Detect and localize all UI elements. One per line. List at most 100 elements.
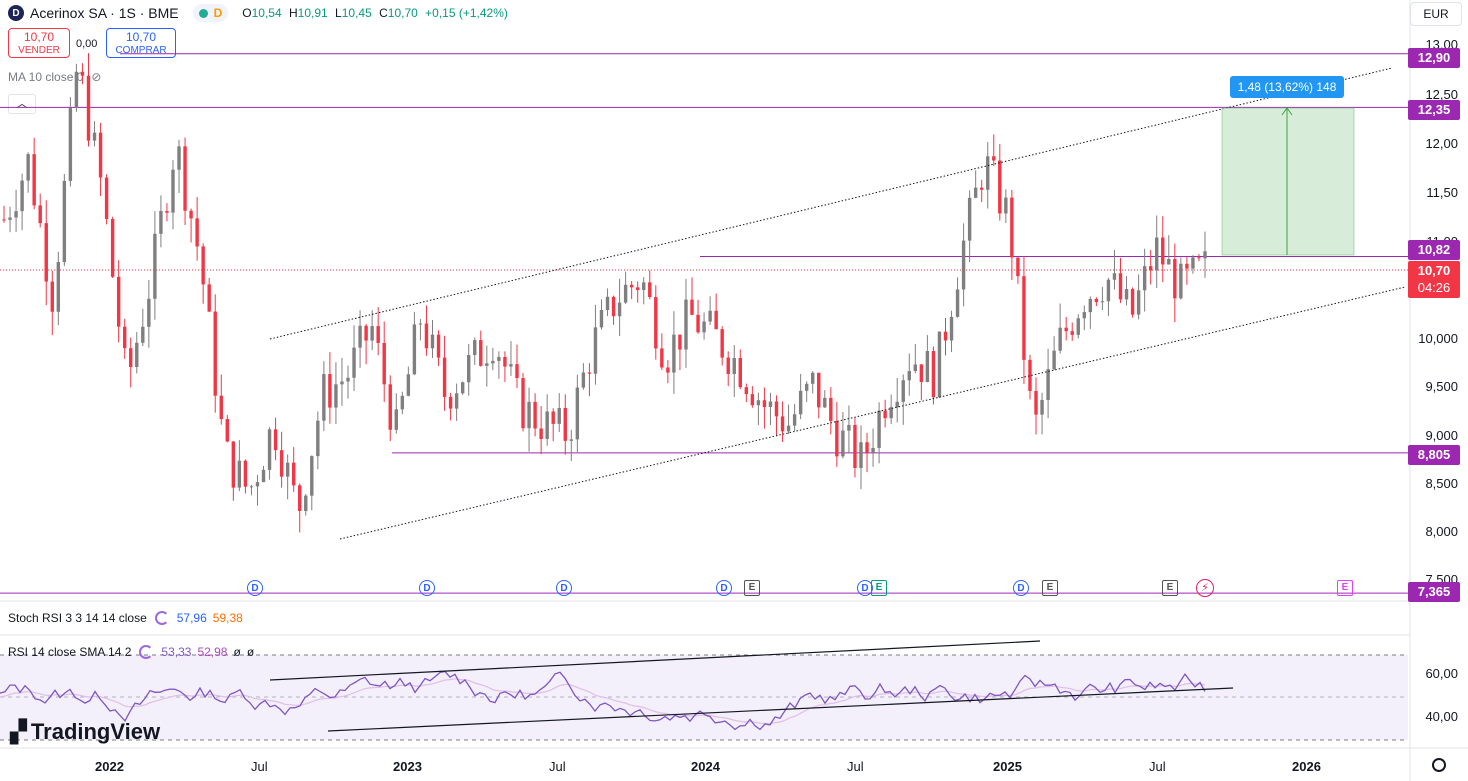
sell-label: VENDER	[18, 45, 60, 56]
candle-body	[364, 325, 368, 341]
tradingview-logo[interactable]: ▞ TradingView	[10, 719, 160, 745]
candle-body	[762, 400, 767, 408]
candle-body	[635, 287, 640, 291]
candle-body	[183, 146, 187, 211]
buy-label: COMPRAR	[115, 45, 167, 56]
rsi-legend[interactable]: RSI 14 close SMA 14 2 53,33 52,98 ø ø	[8, 645, 254, 659]
candle-body	[690, 299, 694, 315]
dividend-event-icon[interactable]: D	[247, 580, 263, 596]
candle-body	[817, 372, 821, 408]
candle-body	[14, 211, 18, 218]
candle-body	[726, 357, 730, 374]
level-label-12-90: 12,90	[1408, 48, 1460, 68]
refresh-icon[interactable]	[154, 611, 169, 625]
candle-body	[1094, 298, 1099, 303]
lightning-icon[interactable]: ⚡	[1196, 579, 1214, 597]
price-tick: 8,000	[1425, 524, 1458, 539]
earnings-event-icon[interactable]: E	[1162, 580, 1178, 596]
market-status-pill[interactable]: D	[192, 4, 229, 22]
candle-body	[298, 485, 302, 511]
symbol-title[interactable]: Acerinox SA · 1S · BME	[30, 5, 179, 21]
ma-indicator-label[interactable]: MA 10 close 0 ⊘	[8, 70, 101, 84]
candle-body	[798, 390, 803, 415]
candle-body	[370, 326, 374, 341]
candle-body	[68, 107, 73, 181]
candle-body	[32, 154, 36, 206]
candle-body	[744, 387, 749, 395]
time-tick: 2022	[95, 759, 124, 774]
eye-slash-icon[interactable]: ⊘	[91, 70, 102, 84]
candle-body	[847, 424, 851, 431]
stoch-rsi-legend[interactable]: Stoch RSI 3 3 14 14 close 57,96 59,38	[8, 611, 243, 625]
rsi-sma-line	[0, 678, 1206, 725]
sell-price: 10,70	[23, 30, 55, 44]
candle-body	[889, 407, 893, 419]
time-tick: 2023	[393, 759, 422, 774]
candle-body	[50, 281, 54, 312]
dividend-event-icon[interactable]: D	[716, 580, 732, 596]
candle-body	[1130, 289, 1135, 315]
delay-badge: D	[213, 6, 223, 20]
candle-body	[159, 210, 163, 234]
candle-body	[642, 282, 646, 291]
refresh-icon[interactable]	[139, 645, 154, 659]
candle-body	[1112, 273, 1117, 280]
currency-selector[interactable]: EUR	[1410, 2, 1462, 26]
earnings-event-icon[interactable]: E	[1337, 580, 1353, 596]
level-label-7-365: 7,365	[1408, 582, 1460, 602]
dividend-event-icon[interactable]: D	[1013, 580, 1029, 596]
candle-body	[412, 324, 417, 375]
candle-body	[237, 460, 242, 488]
candle-body	[1040, 399, 1044, 415]
dividend-event-icon[interactable]: D	[419, 580, 435, 596]
dividend-event-icon[interactable]: D	[556, 580, 572, 596]
candle-body	[328, 374, 332, 408]
candle-body	[937, 331, 942, 398]
candle-body	[865, 442, 869, 453]
candle-body	[1197, 257, 1201, 259]
candle-body	[533, 401, 537, 429]
earnings-event-icon[interactable]: E	[871, 580, 887, 596]
candle-body	[1185, 263, 1189, 269]
candle-body	[660, 348, 664, 368]
candle-body	[1106, 279, 1111, 302]
buy-price: 10,70	[125, 30, 157, 44]
rsi-value: 53,33	[161, 645, 192, 659]
candle-body	[104, 177, 109, 219]
candle-body	[1070, 331, 1074, 335]
candle-body	[177, 146, 181, 170]
candle-body	[8, 217, 12, 220]
candle-body	[213, 311, 217, 396]
time-tick: Jul	[251, 759, 268, 774]
price-tick: 9,500	[1425, 379, 1458, 394]
candle-body	[334, 384, 338, 408]
candle-body	[672, 334, 676, 373]
market-open-dot	[198, 8, 208, 18]
sell-button[interactable]: 10,70 VENDER	[8, 28, 70, 58]
candle-body	[44, 223, 48, 282]
horizontal-levels	[0, 53, 1408, 594]
ma-label-text: MA 10 close 0	[8, 70, 84, 84]
candle-body	[1064, 327, 1068, 332]
candle-body	[907, 371, 911, 381]
candle-body	[877, 410, 881, 448]
candle-body	[702, 321, 706, 333]
candle-body	[1136, 290, 1141, 315]
candle-body	[1028, 359, 1032, 391]
candle-body	[62, 180, 67, 262]
earnings-event-icon[interactable]: E	[1042, 580, 1058, 596]
candle-body	[901, 380, 905, 402]
candle-body	[599, 310, 604, 328]
candle-body	[201, 246, 205, 285]
dividend-event-icon[interactable]: D	[857, 580, 873, 596]
earnings-event-icon[interactable]: E	[744, 580, 760, 596]
candle-body	[116, 276, 121, 327]
candle-body	[460, 382, 465, 394]
settings-gear-icon[interactable]	[1432, 758, 1446, 772]
buy-button[interactable]: 10,70 COMPRAR	[106, 28, 176, 58]
collapse-legend-button[interactable]: ︿	[8, 94, 36, 114]
candle-body	[919, 364, 924, 383]
candle-body	[1010, 197, 1014, 258]
candle-body	[551, 411, 555, 424]
